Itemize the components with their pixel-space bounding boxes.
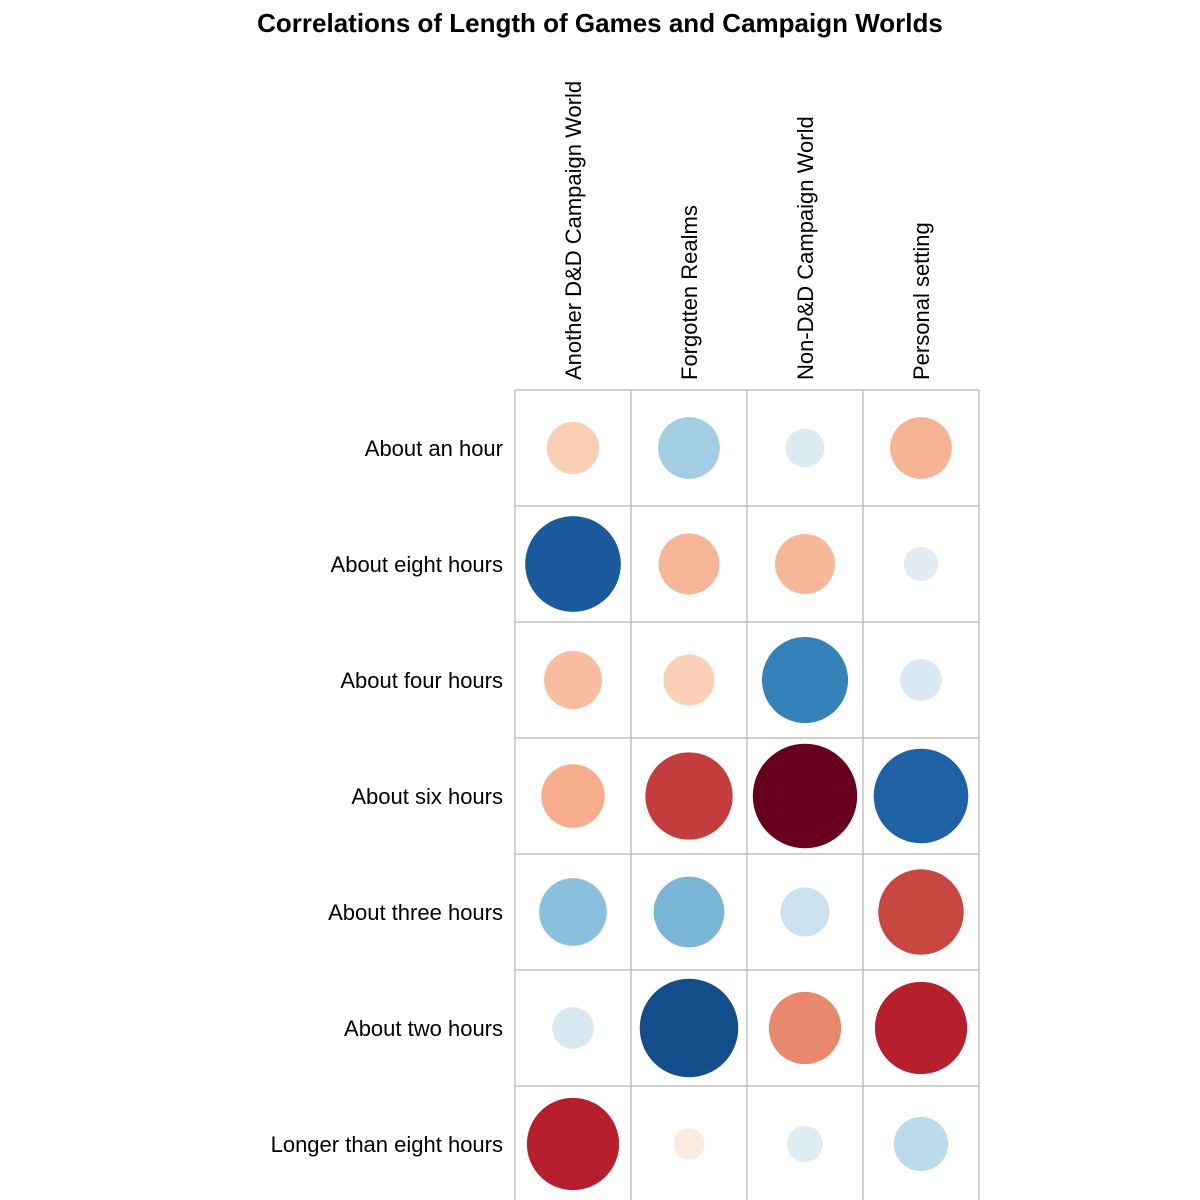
row-labels: About an hour About eight hours About four… [271, 436, 503, 1157]
row-label-about-six-hours: About six hours [351, 784, 503, 809]
circle-about-eight-hours-forgotten-realms [658, 533, 720, 595]
row-label-about-an-hour: About an hour [365, 436, 503, 461]
circle-about-two-hours-forgotten-realms [639, 978, 739, 1078]
column-labels: Another D&D Campaign World Forgotten Real… [561, 81, 934, 380]
circle-about-an-hour-forgotten-realms [658, 417, 720, 479]
chart-title: Correlations of Length of Games and Camp… [257, 8, 943, 38]
circle-about-two-hours-personal-setting [874, 981, 968, 1075]
row-label-about-four-hours: About four hours [340, 668, 503, 693]
circle-longer-than-eight-hours-another-dandd-campaign-world [526, 1097, 620, 1191]
circle-about-two-hours-another-dandd-campaign-world [552, 1007, 594, 1049]
row-label-longer-than-eight-hours: Longer than eight hours [271, 1132, 503, 1157]
circle-about-four-hours-personal-setting [900, 659, 942, 701]
circle-longer-than-eight-hours-personal-setting [893, 1116, 949, 1172]
circle-about-an-hour-non-dandd-campaign-world [785, 428, 825, 468]
circle-about-an-hour-another-dandd-campaign-world [546, 421, 600, 475]
circle-about-eight-hours-non-dandd-campaign-world [775, 534, 835, 594]
row-label-about-three-hours: About three hours [328, 900, 503, 925]
circle-about-four-hours-another-dandd-campaign-world [543, 650, 603, 710]
grid [514, 389, 980, 1200]
circle-about-two-hours-non-dandd-campaign-world [768, 991, 842, 1065]
circle-about-eight-hours-personal-setting [903, 546, 939, 582]
circle-marks [525, 417, 969, 1191]
circle-longer-than-eight-hours-non-dandd-campaign-world [786, 1125, 824, 1163]
circle-about-three-hours-another-dandd-campaign-world [539, 878, 607, 946]
circle-about-six-hours-personal-setting [873, 748, 969, 844]
column-label-personal-setting: Personal setting [909, 222, 934, 380]
column-label-non-dandd-campaign-world: Non-D&D Campaign World [793, 116, 818, 380]
circle-about-four-hours-non-dandd-campaign-world [761, 636, 849, 724]
circle-about-eight-hours-another-dandd-campaign-world [525, 516, 621, 612]
circle-about-three-hours-forgotten-realms [653, 876, 725, 948]
circle-about-three-hours-personal-setting [878, 869, 964, 955]
circle-longer-than-eight-hours-forgotten-realms [673, 1128, 705, 1160]
circle-about-an-hour-personal-setting [890, 417, 952, 479]
row-label-about-two-hours: About two hours [344, 1016, 503, 1041]
row-label-about-eight-hours: About eight hours [331, 552, 503, 577]
column-label-another-dandd-campaign-world: Another D&D Campaign World [561, 81, 586, 380]
circle-about-six-hours-forgotten-realms [645, 752, 733, 840]
column-label-forgotten-realms: Forgotten Realms [677, 205, 702, 380]
circle-about-six-hours-another-dandd-campaign-world [541, 764, 605, 828]
circle-about-three-hours-non-dandd-campaign-world [780, 887, 830, 937]
circle-about-four-hours-forgotten-realms [663, 654, 715, 706]
circle-about-six-hours-non-dandd-campaign-world [752, 743, 858, 849]
